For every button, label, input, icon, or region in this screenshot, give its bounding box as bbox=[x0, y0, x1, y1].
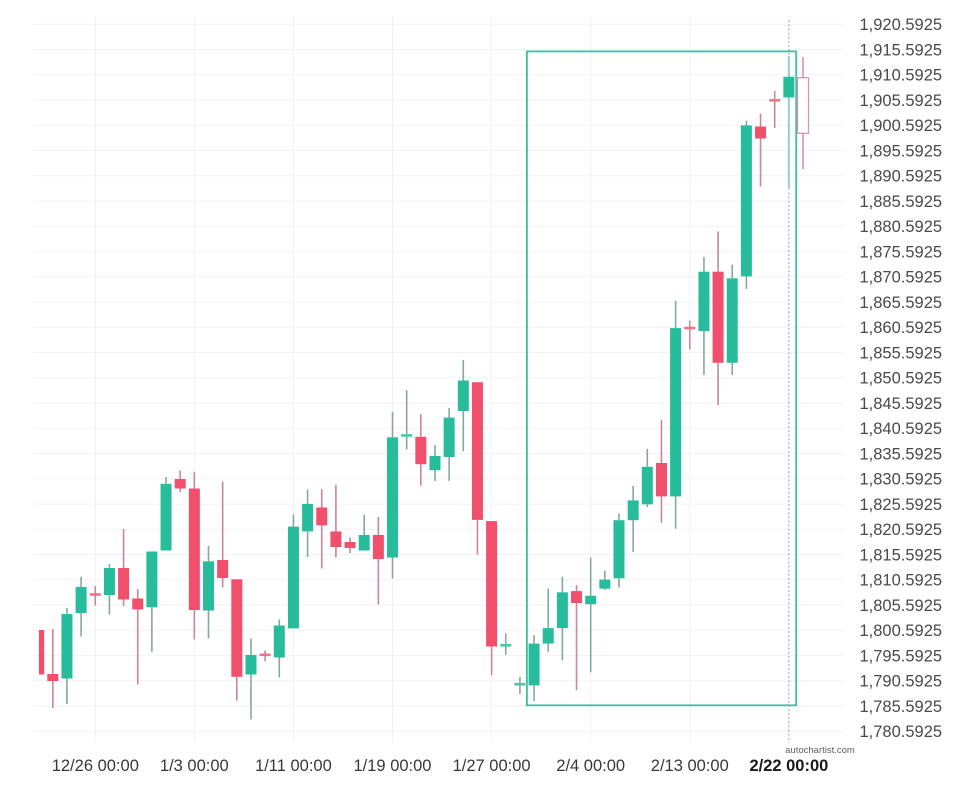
svg-text:1,810.5925: 1,810.5925 bbox=[860, 572, 943, 590]
svg-text:1,855.5925: 1,855.5925 bbox=[860, 344, 943, 362]
svg-text:1,890.5925: 1,890.5925 bbox=[860, 168, 943, 186]
svg-text:1,885.5925: 1,885.5925 bbox=[860, 193, 943, 211]
svg-text:1,790.5925: 1,790.5925 bbox=[860, 673, 943, 691]
svg-text:1,895.5925: 1,895.5925 bbox=[860, 142, 943, 160]
svg-text:1,875.5925: 1,875.5925 bbox=[860, 243, 943, 261]
svg-text:1,850.5925: 1,850.5925 bbox=[860, 370, 943, 388]
svg-text:1/3 00:00: 1/3 00:00 bbox=[160, 757, 229, 775]
svg-text:2/4 00:00: 2/4 00:00 bbox=[556, 757, 625, 775]
svg-text:autochartist.com: autochartist.com bbox=[785, 745, 855, 756]
svg-text:1,785.5925: 1,785.5925 bbox=[860, 698, 943, 716]
svg-text:1/11 00:00: 1/11 00:00 bbox=[255, 757, 332, 775]
svg-text:1,780.5925: 1,780.5925 bbox=[860, 723, 943, 741]
svg-text:1,830.5925: 1,830.5925 bbox=[860, 471, 943, 489]
svg-text:1,880.5925: 1,880.5925 bbox=[860, 218, 943, 236]
svg-text:2/13 00:00: 2/13 00:00 bbox=[651, 757, 729, 775]
svg-text:1,900.5925: 1,900.5925 bbox=[860, 117, 943, 135]
svg-text:1,915.5925: 1,915.5925 bbox=[860, 41, 943, 59]
svg-text:1,845.5925: 1,845.5925 bbox=[860, 395, 943, 413]
svg-text:1,815.5925: 1,815.5925 bbox=[860, 546, 943, 564]
svg-text:1,870.5925: 1,870.5925 bbox=[860, 269, 943, 287]
svg-text:1/19 00:00: 1/19 00:00 bbox=[354, 757, 432, 775]
svg-text:1,805.5925: 1,805.5925 bbox=[860, 597, 943, 615]
svg-text:1,860.5925: 1,860.5925 bbox=[860, 319, 943, 337]
svg-text:1,865.5925: 1,865.5925 bbox=[860, 294, 943, 312]
svg-text:12/26 00:00: 12/26 00:00 bbox=[52, 757, 139, 775]
svg-text:1,910.5925: 1,910.5925 bbox=[860, 67, 943, 85]
svg-text:1,795.5925: 1,795.5925 bbox=[860, 647, 943, 665]
svg-text:2/22 00:00: 2/22 00:00 bbox=[749, 757, 828, 775]
svg-text:1,800.5925: 1,800.5925 bbox=[860, 622, 943, 640]
svg-text:1,820.5925: 1,820.5925 bbox=[860, 521, 943, 539]
svg-text:1/27 00:00: 1/27 00:00 bbox=[453, 757, 531, 775]
svg-text:1,825.5925: 1,825.5925 bbox=[860, 496, 943, 514]
svg-text:1,920.5925: 1,920.5925 bbox=[860, 16, 943, 34]
svg-text:1,835.5925: 1,835.5925 bbox=[860, 445, 943, 463]
svg-text:1,905.5925: 1,905.5925 bbox=[860, 92, 943, 110]
svg-text:1,840.5925: 1,840.5925 bbox=[860, 420, 943, 438]
